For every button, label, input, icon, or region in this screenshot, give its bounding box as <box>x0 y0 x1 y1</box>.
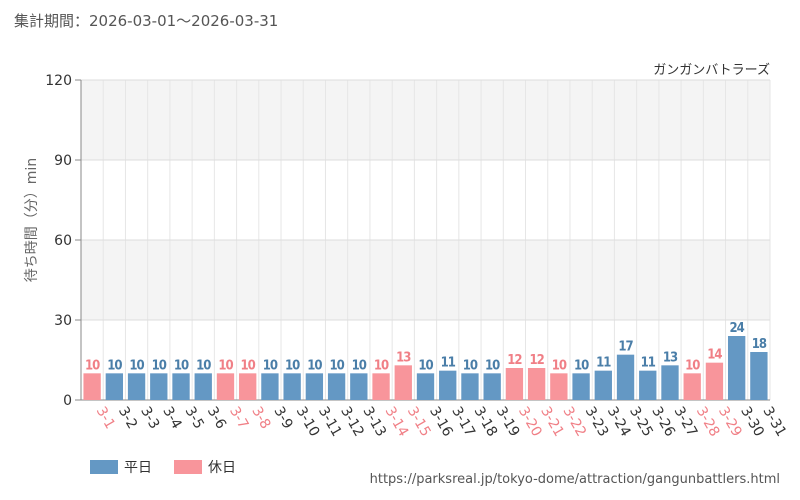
bar <box>261 373 279 400</box>
bar-value-label: 12 <box>529 353 544 368</box>
bar-value-label: 24 <box>730 321 745 336</box>
bar <box>505 368 524 400</box>
bar-value-label: 10 <box>107 358 122 373</box>
bar <box>572 373 590 400</box>
bar-value-label: 13 <box>396 350 411 365</box>
x-tick-label: 3-7 <box>226 404 251 432</box>
x-tick-label: 3-5 <box>182 404 207 432</box>
bar <box>172 373 190 400</box>
bar <box>150 373 168 400</box>
bar-value-label: 10 <box>263 358 278 373</box>
bar <box>661 365 679 400</box>
x-tick-label: 3-9 <box>270 404 295 432</box>
y-tick-label: 0 <box>63 393 72 409</box>
x-tick-label: 3-3 <box>137 404 162 432</box>
bar <box>216 373 235 400</box>
legend-swatch-holiday <box>174 460 202 474</box>
bar-value-label: 11 <box>441 356 456 371</box>
x-tick-label: 3-4 <box>159 404 184 432</box>
bar <box>283 373 301 400</box>
bar <box>750 352 768 400</box>
bar-value-label: 17 <box>618 340 633 355</box>
period-label: 集計期間：2026-03-01～2026-03-31 <box>14 12 279 30</box>
bar-value-label: 10 <box>463 358 478 373</box>
bar-value-label: 10 <box>485 358 500 373</box>
bar <box>705 362 724 400</box>
legend-swatch-weekday <box>90 460 118 474</box>
bar <box>327 373 346 400</box>
bar <box>194 373 212 400</box>
legend-label-holiday: 休日 <box>208 460 236 476</box>
x-tick-label: 3-2 <box>115 404 140 432</box>
bar-value-label: 10 <box>152 358 167 373</box>
bar-value-label: 10 <box>174 358 189 373</box>
legend: 平日 休日 <box>90 457 258 477</box>
bar-value-label: 10 <box>574 358 589 373</box>
source-url: https://parksreal.jp/tokyo-dome/attracti… <box>369 472 780 487</box>
y-axis-label: 待ち時間（分）min <box>24 158 40 282</box>
bar <box>594 370 612 400</box>
bar <box>527 368 546 400</box>
bar-value-label: 10 <box>196 358 211 373</box>
bar-value-label: 10 <box>685 358 700 373</box>
bar <box>127 373 146 400</box>
bar-value-label: 10 <box>352 358 367 373</box>
bar <box>639 370 657 400</box>
bar <box>416 373 435 400</box>
bar <box>461 373 479 400</box>
bar-value-label: 10 <box>85 358 100 373</box>
bar-value-label: 10 <box>329 358 344 373</box>
bar <box>305 373 324 400</box>
bar-value-label: 11 <box>596 356 611 371</box>
bar <box>616 354 635 400</box>
bar <box>239 373 257 400</box>
legend-label-weekday: 平日 <box>124 460 152 476</box>
bar-value-label: 10 <box>241 358 256 373</box>
bar <box>550 373 568 400</box>
y-tick-label: 30 <box>54 313 72 329</box>
x-tick-label: 3-8 <box>248 404 273 432</box>
bar-value-label: 10 <box>129 358 144 373</box>
bar-value-label: 10 <box>418 358 433 373</box>
bar-value-label: 10 <box>552 358 567 373</box>
x-tick-label: 3-6 <box>204 404 229 432</box>
bar <box>105 373 124 400</box>
legend-item-weekday: 平日 <box>90 457 152 477</box>
legend-item-holiday: 休日 <box>174 457 236 477</box>
bar <box>727 336 746 400</box>
bar-value-label: 18 <box>752 337 767 352</box>
chart-title: ガンガンバトラーズ <box>653 62 770 78</box>
bar <box>350 373 368 400</box>
bar-value-label: 13 <box>663 350 678 365</box>
bar-value-label: 14 <box>707 348 722 363</box>
bar-value-label: 11 <box>641 356 656 371</box>
x-tick-label: 3-1 <box>93 404 118 432</box>
x-tick-label: 3-31 <box>759 404 789 440</box>
bar-value-label: 10 <box>307 358 322 373</box>
bar <box>394 365 412 400</box>
y-tick-label: 120 <box>45 73 72 89</box>
plot-band <box>81 240 770 320</box>
y-tick-label: 90 <box>54 153 72 169</box>
bar <box>83 373 101 400</box>
bar <box>439 370 457 400</box>
bar <box>483 373 501 400</box>
bar <box>372 373 390 400</box>
bar-value-label: 10 <box>218 358 233 373</box>
y-tick-label: 60 <box>54 233 72 249</box>
bar-value-label: 12 <box>507 353 522 368</box>
bar-value-label: 10 <box>374 358 389 373</box>
plot-band <box>81 80 770 160</box>
bar-value-label: 10 <box>285 358 300 373</box>
bar <box>683 373 701 400</box>
plot-band <box>81 160 770 240</box>
